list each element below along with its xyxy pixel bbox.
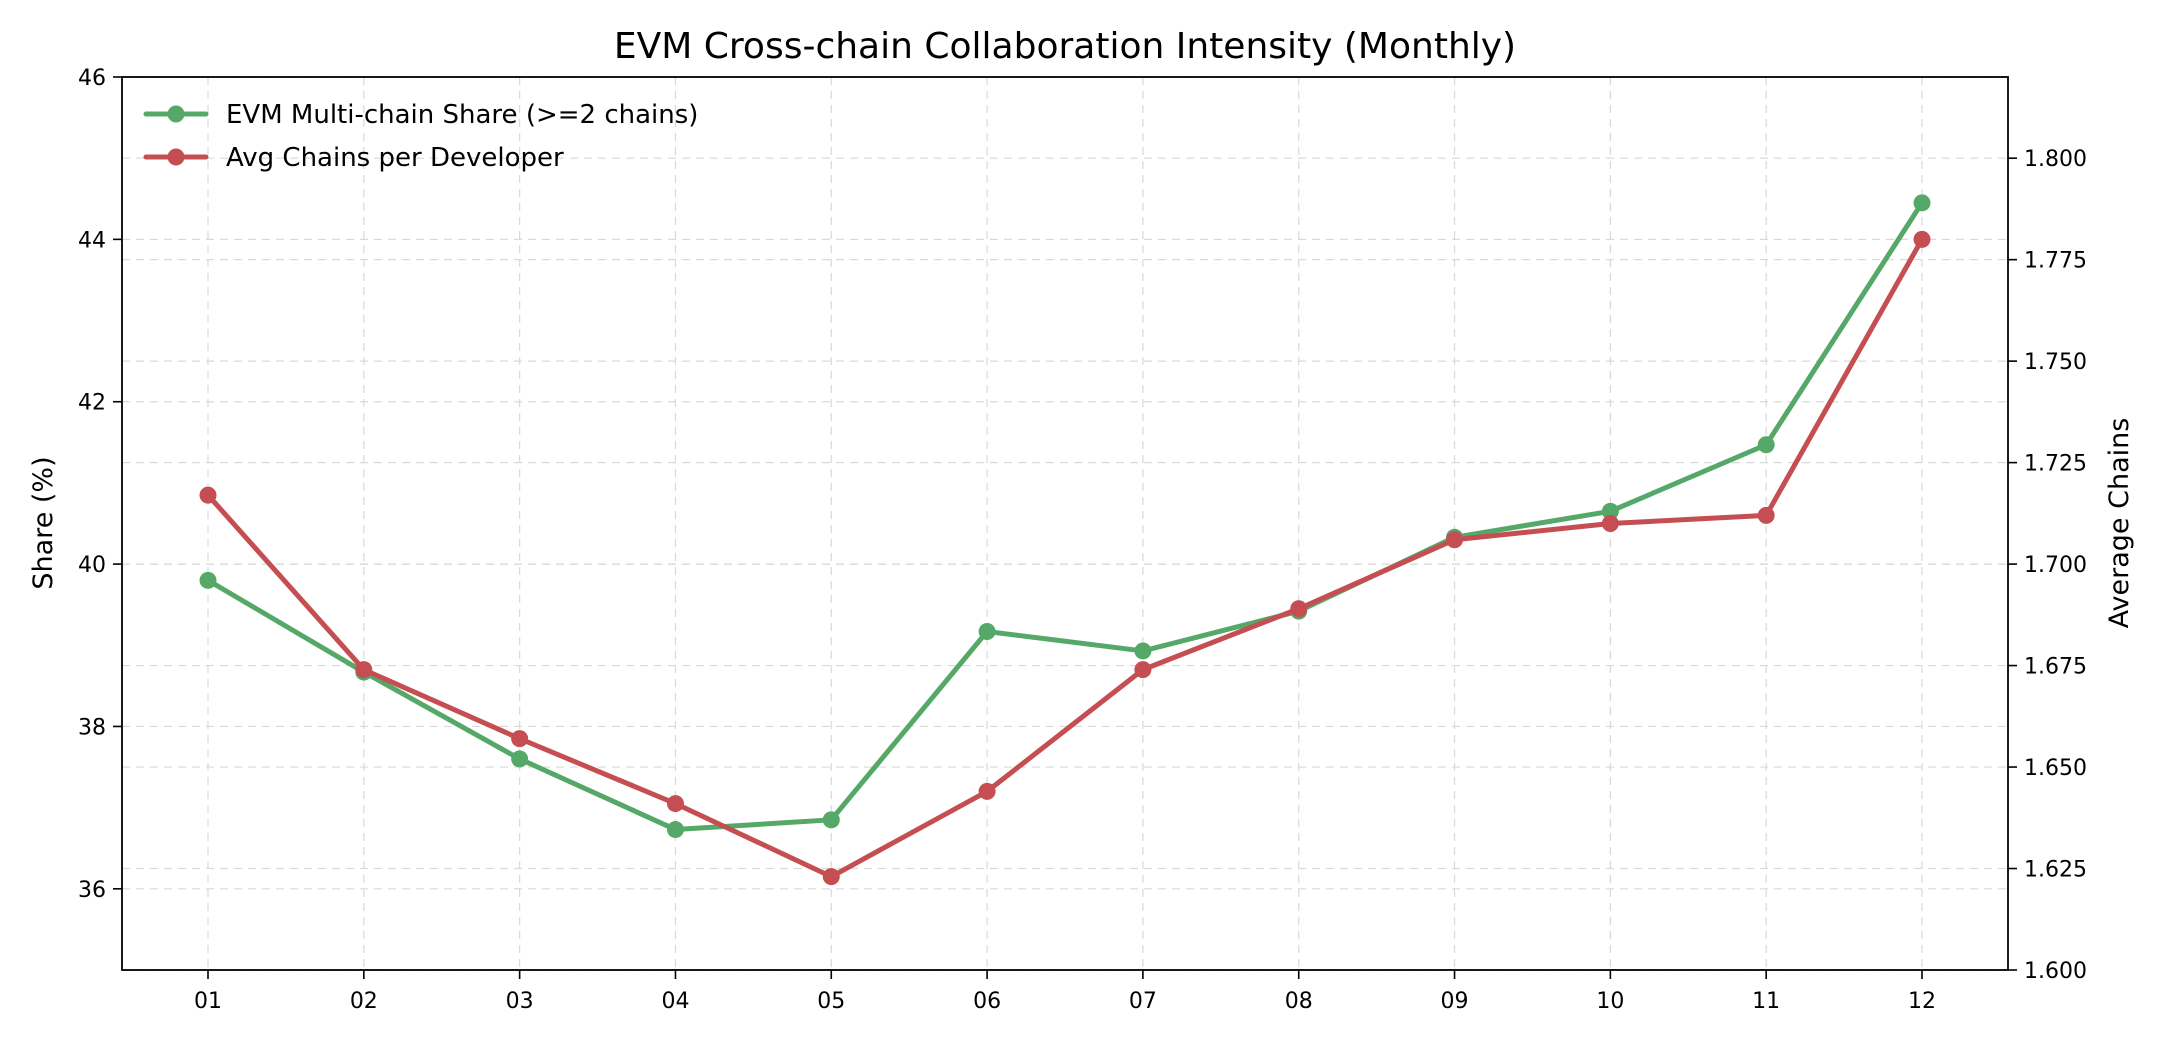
- x-tick-label: 02: [350, 989, 378, 1014]
- y-left-tick-label: 40: [78, 553, 106, 578]
- y-right-tick-label: 1.775: [2024, 249, 2087, 274]
- y-right-tick-label: 1.700: [2024, 553, 2087, 578]
- x-tick-label: 09: [1441, 989, 1469, 1014]
- series-2-point: [355, 661, 373, 679]
- legend: EVM Multi-chain Share (>=2 chains) Avg Ch…: [143, 100, 698, 173]
- legend-entry-label: EVM Multi-chain Share (>=2 chains): [226, 100, 698, 130]
- x-tick-label: 11: [1752, 989, 1780, 1014]
- series-1-point: [1601, 502, 1619, 520]
- x-tick-label: 01: [194, 989, 222, 1014]
- y-left-tick-label: 38: [78, 715, 106, 740]
- series-1-point: [199, 571, 217, 589]
- legend-swatch-marker: [167, 105, 185, 123]
- x-tick-label: 05: [817, 989, 845, 1014]
- series-2-point: [511, 730, 529, 748]
- series-2-point: [666, 795, 684, 813]
- y-left-tick-label: 44: [78, 228, 106, 253]
- ticks: 01 02 03 04 05 06 07 08 09 10 11 12 36 38 40 42 44 46 1.60…: [78, 66, 2087, 1014]
- x-tick-label: 03: [506, 989, 534, 1014]
- x-tick-label: 06: [973, 989, 1001, 1014]
- series-1-point: [666, 821, 684, 839]
- series-line-1: [205, 200, 1925, 833]
- series-2-point: [1757, 506, 1775, 524]
- grid: [122, 76, 2008, 971]
- series-1-point: [1757, 436, 1775, 454]
- x-tick-label: 04: [661, 989, 689, 1014]
- y-right-axis-label: Average Chains: [2104, 418, 2135, 629]
- x-tick-label: 12: [1908, 989, 1936, 1014]
- y-left-tick-label: 36: [78, 878, 106, 903]
- x-tick-label: 07: [1129, 989, 1157, 1014]
- series-layer: [199, 194, 1931, 886]
- y-right-tick-label: 1.600: [2024, 959, 2087, 984]
- series-1-point: [511, 750, 529, 768]
- series-2-point: [1134, 661, 1152, 679]
- legend-entry-label: Avg Chains per Developer: [226, 143, 564, 173]
- series-2-point: [1446, 531, 1464, 549]
- x-tick-label: 08: [1285, 989, 1313, 1014]
- series-2-point: [1290, 600, 1308, 618]
- y-left-tick-label: 42: [78, 391, 106, 416]
- y-right-tick-label: 1.725: [2024, 452, 2087, 477]
- series-2-point: [822, 868, 840, 886]
- x-tick-label: 10: [1596, 989, 1624, 1014]
- y-right-tick-label: 1.625: [2024, 858, 2087, 883]
- y-right-tick-label: 1.650: [2024, 756, 2087, 781]
- y-right-tick-label: 1.675: [2024, 655, 2087, 680]
- series-2-point: [1601, 515, 1619, 532]
- series-1-point: [1913, 194, 1931, 212]
- y-left-axis-label: Share (%): [28, 456, 59, 589]
- y-right-tick-label: 1.750: [2024, 350, 2087, 375]
- series-1-point: [822, 811, 840, 829]
- series-1-point: [1134, 642, 1152, 660]
- series-2-point: [199, 486, 217, 504]
- series-1-point: [978, 622, 996, 640]
- legend-swatch-marker: [167, 148, 185, 166]
- series-2-point: [1913, 230, 1931, 248]
- y-right-tick-label: 1.800: [2024, 147, 2087, 172]
- series-line-2: [205, 236, 1925, 880]
- y-left-tick-label: 46: [78, 66, 106, 91]
- plot-frame: [121, 76, 2009, 971]
- series-2-point: [978, 782, 996, 800]
- chart-title: EVM Cross-chain Collaboration Intensity …: [614, 26, 1516, 67]
